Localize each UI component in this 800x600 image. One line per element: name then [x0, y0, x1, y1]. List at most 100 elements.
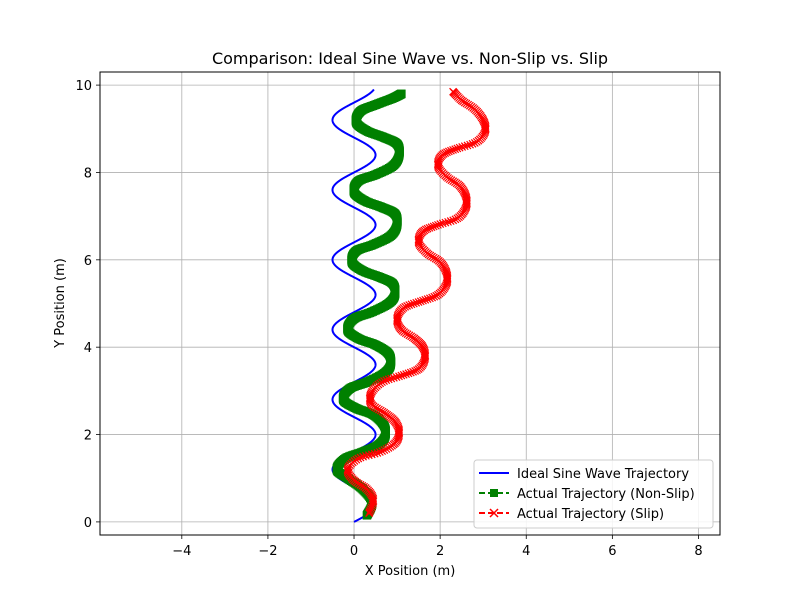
slip-marker [356, 453, 365, 462]
legend-label: Ideal Sine Wave Trajectory [517, 467, 689, 482]
slip-marker [453, 144, 462, 153]
x-tick-label: 6 [608, 544, 616, 559]
non-slip-marker [397, 89, 406, 99]
slip-marker [373, 448, 382, 457]
slip-marker [392, 373, 401, 382]
slip-marker [462, 193, 471, 202]
slip-marker [416, 297, 425, 306]
x-tick-label: 0 [350, 544, 358, 559]
legend: Ideal Sine Wave Trajectory Actual Traject… [473, 459, 714, 529]
slip-marker [463, 141, 472, 150]
slip-marker [427, 223, 436, 232]
slip-marker [354, 454, 363, 463]
slip-marker [405, 301, 414, 310]
slip-marker [382, 445, 391, 453]
slip-marker [401, 302, 410, 311]
slip-marker [380, 446, 389, 454]
slip-marker [412, 298, 421, 307]
slip-marker [481, 121, 490, 130]
slip-marker [446, 146, 455, 155]
grid [100, 72, 720, 535]
plot-area [331, 87, 490, 523]
slip-marker [444, 147, 453, 156]
slip-marker [399, 370, 408, 379]
slip-marker [414, 235, 423, 244]
series-layer [331, 87, 490, 523]
slip-marker [470, 138, 479, 147]
slip-marker [387, 374, 396, 383]
slip-marker [359, 452, 368, 461]
slip-marker [409, 367, 417, 376]
y-axis-label: Y Position (m) [53, 258, 68, 349]
slip-marker [407, 300, 416, 309]
slip-marker [449, 216, 458, 225]
slip-marker [380, 377, 388, 386]
slip-marker [442, 269, 451, 277]
slip-marker [466, 140, 474, 149]
legend-marker-square [490, 489, 498, 497]
slip-marker [451, 145, 460, 154]
slip-marker [433, 159, 442, 168]
slip-marker [369, 496, 378, 504]
slip-marker [397, 371, 406, 380]
slip-marker [455, 143, 464, 152]
slip-marker [449, 146, 457, 154]
slip-marker [451, 215, 460, 224]
slip-marker [429, 222, 438, 231]
slip-marker [421, 295, 430, 304]
slip-marker [406, 368, 415, 377]
slip-marker [370, 449, 379, 458]
slip-marker [425, 223, 434, 232]
legend-marker-x [489, 508, 499, 518]
slip-marker [443, 270, 451, 279]
slip-marker [402, 370, 411, 378]
y-tick-label: 0 [84, 516, 92, 531]
slip-marker [460, 142, 469, 151]
slip-marker [462, 192, 470, 201]
x-tick-label: 2 [436, 544, 444, 559]
plot-frame [99, 71, 721, 536]
slip-marker [420, 347, 429, 356]
slip-marker [367, 450, 376, 459]
x-axis-label: X Position (m) [365, 564, 456, 579]
slip-marker [378, 447, 387, 455]
legend-label: Actual Trajectory (Non-Slip) [517, 487, 695, 502]
x-tick-label: −2 [258, 544, 277, 559]
chart-title: Comparison: Ideal Sine Wave vs. Non-Slip… [212, 49, 608, 68]
slip-marker [404, 369, 413, 378]
slip-marker [419, 296, 427, 305]
slip-marker [444, 217, 453, 226]
y-axis-ticks: 0 2 4 6 8 10 [75, 79, 100, 531]
slip-marker [365, 393, 374, 402]
legend-label: Actual Trajectory (Slip) [517, 507, 664, 522]
slip-marker [441, 218, 450, 227]
slip-marker [428, 293, 437, 302]
slip-marker [403, 301, 412, 310]
slip-marker [389, 373, 398, 382]
slip-marker [425, 294, 434, 303]
y-tick-label: 10 [75, 79, 92, 94]
y-tick-label: 6 [84, 254, 92, 269]
x-tick-label: −4 [172, 544, 191, 559]
legend-box [473, 459, 714, 529]
y-tick-label: 4 [84, 341, 92, 356]
slip-marker [468, 139, 477, 148]
slip-marker [449, 87, 457, 96]
x-tick-label: 8 [694, 544, 702, 559]
slip-marker [434, 220, 442, 229]
slip-marker [382, 376, 391, 385]
slip-marker [431, 221, 440, 230]
slip-marker [409, 299, 418, 308]
slip-marker [430, 292, 439, 301]
y-tick-label: 2 [84, 429, 92, 444]
slip-marker [384, 375, 393, 384]
y-tick-label: 8 [84, 166, 92, 181]
slip-marker [436, 220, 445, 229]
slip-marker [446, 217, 455, 226]
slip-marker [423, 295, 432, 303]
slip-marker [361, 451, 370, 460]
slip-marker [414, 298, 423, 307]
slip-marker [395, 372, 403, 381]
slip-marker [394, 425, 403, 434]
